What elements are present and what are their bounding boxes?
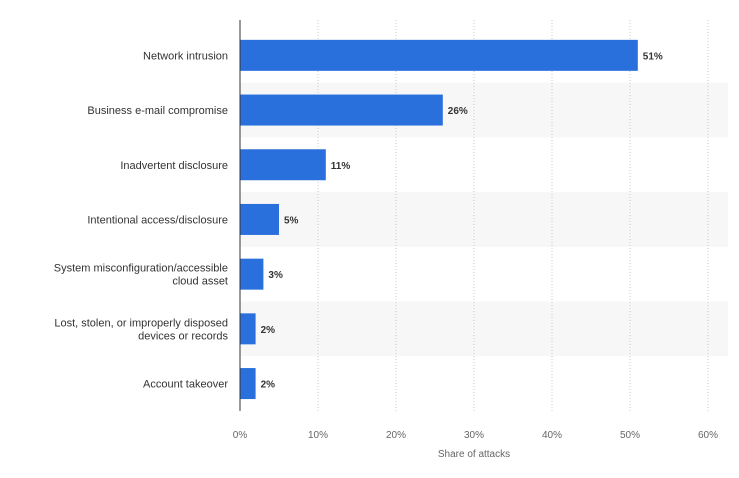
data-label: 51% <box>643 51 663 62</box>
x-tick-label: 30% <box>464 430 484 441</box>
bar[interactable] <box>240 258 264 290</box>
bar[interactable] <box>240 203 279 235</box>
bar[interactable] <box>240 313 256 345</box>
bar[interactable] <box>240 149 326 181</box>
x-tick-label: 50% <box>620 430 640 441</box>
category-label: Business e-mail compromise <box>87 105 228 117</box>
category-label: Intentional access/disclosure <box>87 214 228 226</box>
category-labels: Network intrusion Business e-mail comprom… <box>54 50 229 390</box>
bars <box>240 39 638 400</box>
row-band <box>240 301 728 357</box>
data-label: 2% <box>261 380 276 391</box>
bar[interactable] <box>240 94 443 126</box>
bar[interactable] <box>240 368 256 400</box>
data-label: 3% <box>268 270 283 281</box>
value-labels: 51% 26% 11% 5% 3% 2% 2% <box>261 51 663 390</box>
row-band <box>240 192 728 247</box>
x-tick-label: 60% <box>698 430 718 441</box>
x-axis-title: Share of attacks <box>438 449 510 460</box>
gridlines <box>317 20 709 411</box>
x-tick-label: 40% <box>542 430 562 441</box>
x-tick-label: 0% <box>233 430 248 441</box>
category-label: Account takeover <box>143 379 228 391</box>
x-tick-labels: 0% 10% 20% 30% 40% 50% 60% <box>233 430 718 441</box>
category-label: Lost, stolen, or improperly disposed devi… <box>54 317 228 342</box>
bar[interactable] <box>240 39 638 71</box>
data-label: 5% <box>284 215 299 226</box>
category-label: Inadvertent disclosure <box>120 160 228 172</box>
category-label: System misconfiguration/accessible cloud … <box>54 263 228 288</box>
data-label: 11% <box>331 161 351 172</box>
data-label: 2% <box>261 325 276 336</box>
x-tick-label: 20% <box>386 430 406 441</box>
category-label: Network intrusion <box>143 50 228 62</box>
row-bands <box>240 82 728 357</box>
data-label: 26% <box>448 106 468 117</box>
x-tick-label: 10% <box>308 430 328 441</box>
